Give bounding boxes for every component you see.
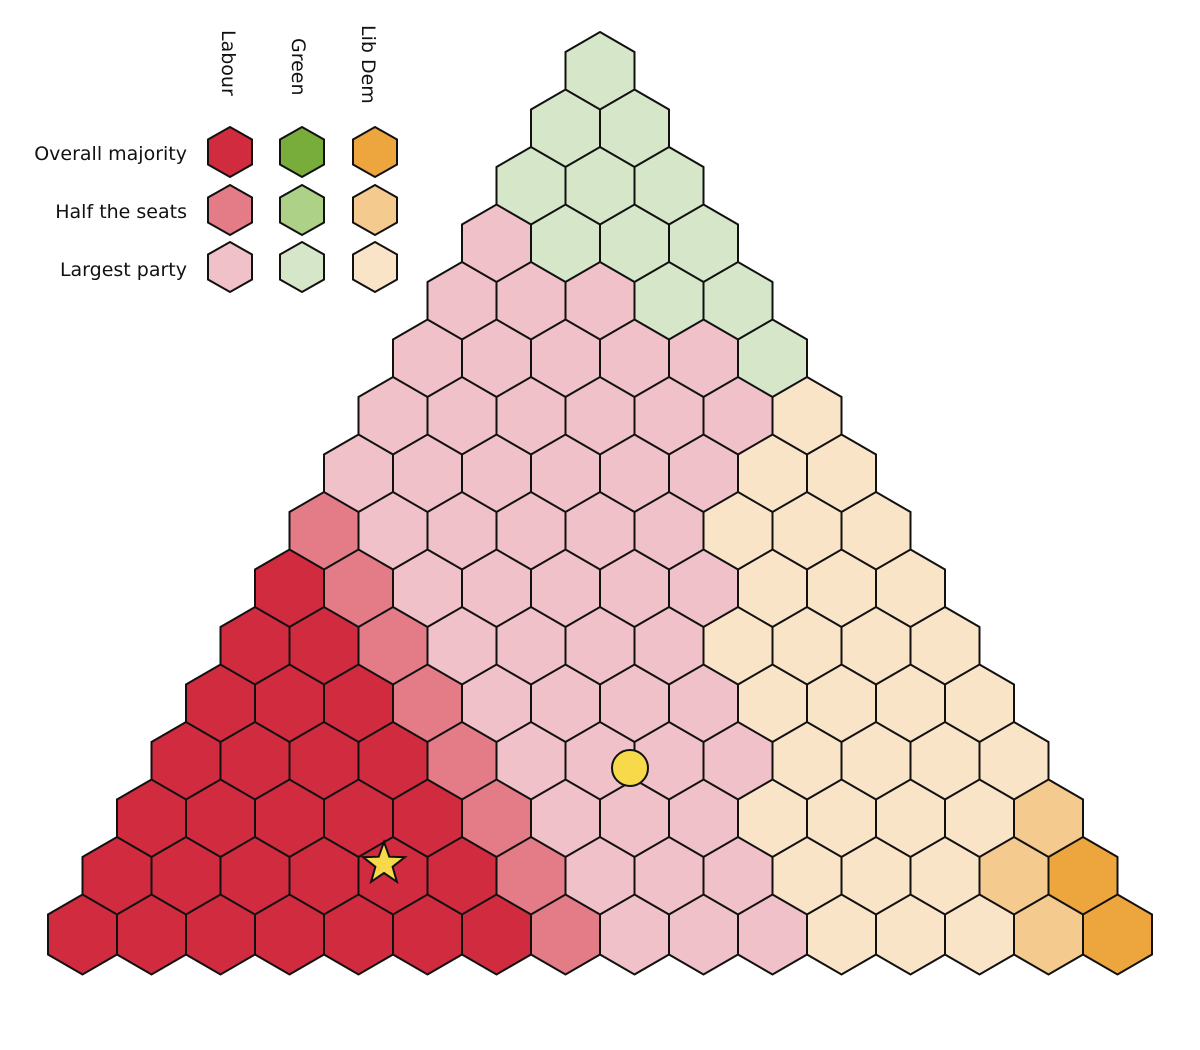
legend-swatch-green-largest-party [279, 240, 325, 294]
legend-swatches [207, 125, 398, 294]
markers [360, 749, 649, 885]
legend-swatch-green-half-the-seats [279, 183, 325, 237]
legend-swatch-lib-dem-half-the-seats [352, 183, 398, 237]
legend: Labour Green Lib Dem Overall majority Ha… [34, 25, 398, 294]
legend-swatch-labour-half-the-seats [207, 183, 253, 237]
hex-grid [47, 30, 1153, 976]
legend-row-largest-party: Largest party [60, 259, 187, 281]
circle-marker [611, 749, 649, 787]
legend-column-libdem: Lib Dem [357, 25, 379, 104]
legend-swatch-lib-dem-largest-party [352, 240, 398, 294]
legend-swatch-labour-largest-party [207, 240, 253, 294]
legend-swatch-labour-overall-majority [207, 125, 253, 179]
legend-row-overall-majority: Overall majority [34, 143, 187, 165]
legend-swatch-lib-dem-overall-majority [352, 125, 398, 179]
legend-swatch-green-overall-majority [279, 125, 325, 179]
legend-column-green: Green [287, 38, 309, 96]
legend-row-half-the-seats: Half the seats [55, 201, 187, 223]
star-marker [360, 839, 408, 885]
legend-column-labour: Labour [217, 30, 239, 96]
hex-cell [1082, 893, 1153, 976]
